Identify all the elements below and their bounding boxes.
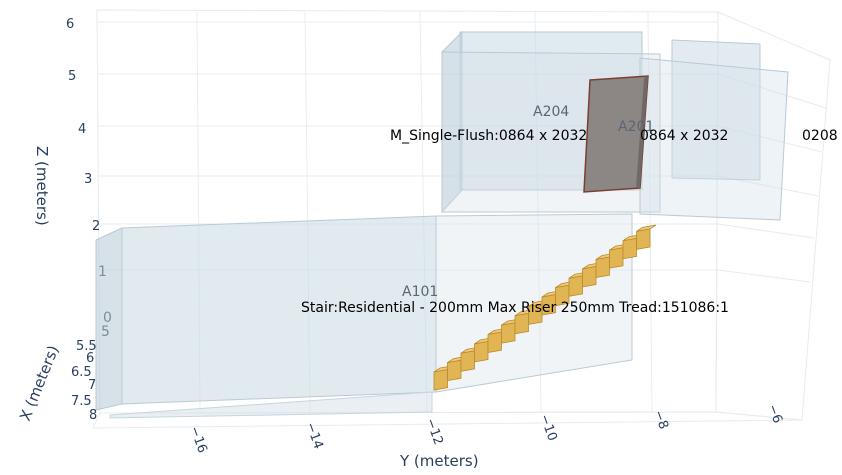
grid-floor [92, 411, 803, 429]
door-mesh [583, 75, 649, 193]
z-tick-2: 2 [92, 219, 100, 234]
y-axis-ticks: −16 −14 −12 −10 −8 −6 [186, 402, 785, 455]
y-tick-minus8: −8 [650, 408, 671, 431]
room-label-a101: A101 [402, 284, 438, 300]
x-axis-title: X (meters) [16, 343, 63, 424]
z-tick-4: 4 [78, 122, 86, 137]
x-tick-5-5: 5.5 [76, 339, 97, 354]
stair-riser [622, 237, 637, 260]
stair-riser [528, 303, 543, 325]
door-label-part1: M_Single-Flush:0864 x 2032 [390, 128, 587, 144]
y-tick-minus14: −14 [302, 420, 325, 451]
stair-riser [541, 294, 556, 316]
x-tick-7-5: 7.5 [71, 394, 92, 409]
room-a201-volume [639, 39, 789, 221]
y-axis-title: Y (meters) [399, 452, 479, 470]
z-tick-6: 6 [66, 17, 74, 32]
stair-riser [568, 275, 583, 297]
x-axis-ticks: 0 5 5.5 6 6.5 7 7.5 8 [71, 310, 112, 423]
stair-riser [474, 341, 489, 363]
y-tick-minus12: −12 [422, 416, 445, 447]
door-label-part2: 0864 x 2032 [640, 128, 728, 144]
stair-riser [636, 228, 651, 250]
room-label-a201: A201 [618, 119, 654, 135]
x-tick-6: 6 [86, 351, 94, 366]
stair-riser [501, 322, 516, 344]
stair-mesh [433, 224, 657, 391]
y-tick-minus16: −16 [186, 424, 209, 455]
stair-riser [433, 369, 448, 391]
z-axis-title: Z (meters) [33, 146, 51, 226]
stair-riser [609, 247, 624, 269]
z-tick-5: 5 [68, 69, 76, 84]
x-tick-5: 5 [101, 324, 110, 340]
x-tick-8: 8 [89, 408, 97, 423]
room-label-a204: A204 [533, 104, 569, 120]
z-tick-1: 1 [98, 264, 107, 280]
x-tick-0: 0 [103, 310, 112, 326]
stair-riser [460, 350, 475, 372]
stair-riser [487, 331, 502, 353]
x-tick-7: 7 [88, 378, 96, 393]
y-tick-minus10: −10 [536, 412, 559, 443]
stair-label: Stair:Residential - 200mm Max Riser 250m… [301, 300, 729, 316]
x-tick-6-5: 6.5 [71, 365, 92, 380]
door-label-suffix: 0208 [802, 128, 838, 144]
y-tick-minus6: −6 [764, 402, 785, 425]
stair-riser [582, 266, 597, 288]
z-axis-ticks: 6 5 4 3 2 1 [66, 17, 107, 280]
stair-riser [595, 256, 610, 278]
stair-riser [447, 359, 462, 382]
stair-riser [555, 284, 570, 307]
z-tick-3: 3 [84, 172, 92, 187]
stair-riser [514, 312, 529, 335]
